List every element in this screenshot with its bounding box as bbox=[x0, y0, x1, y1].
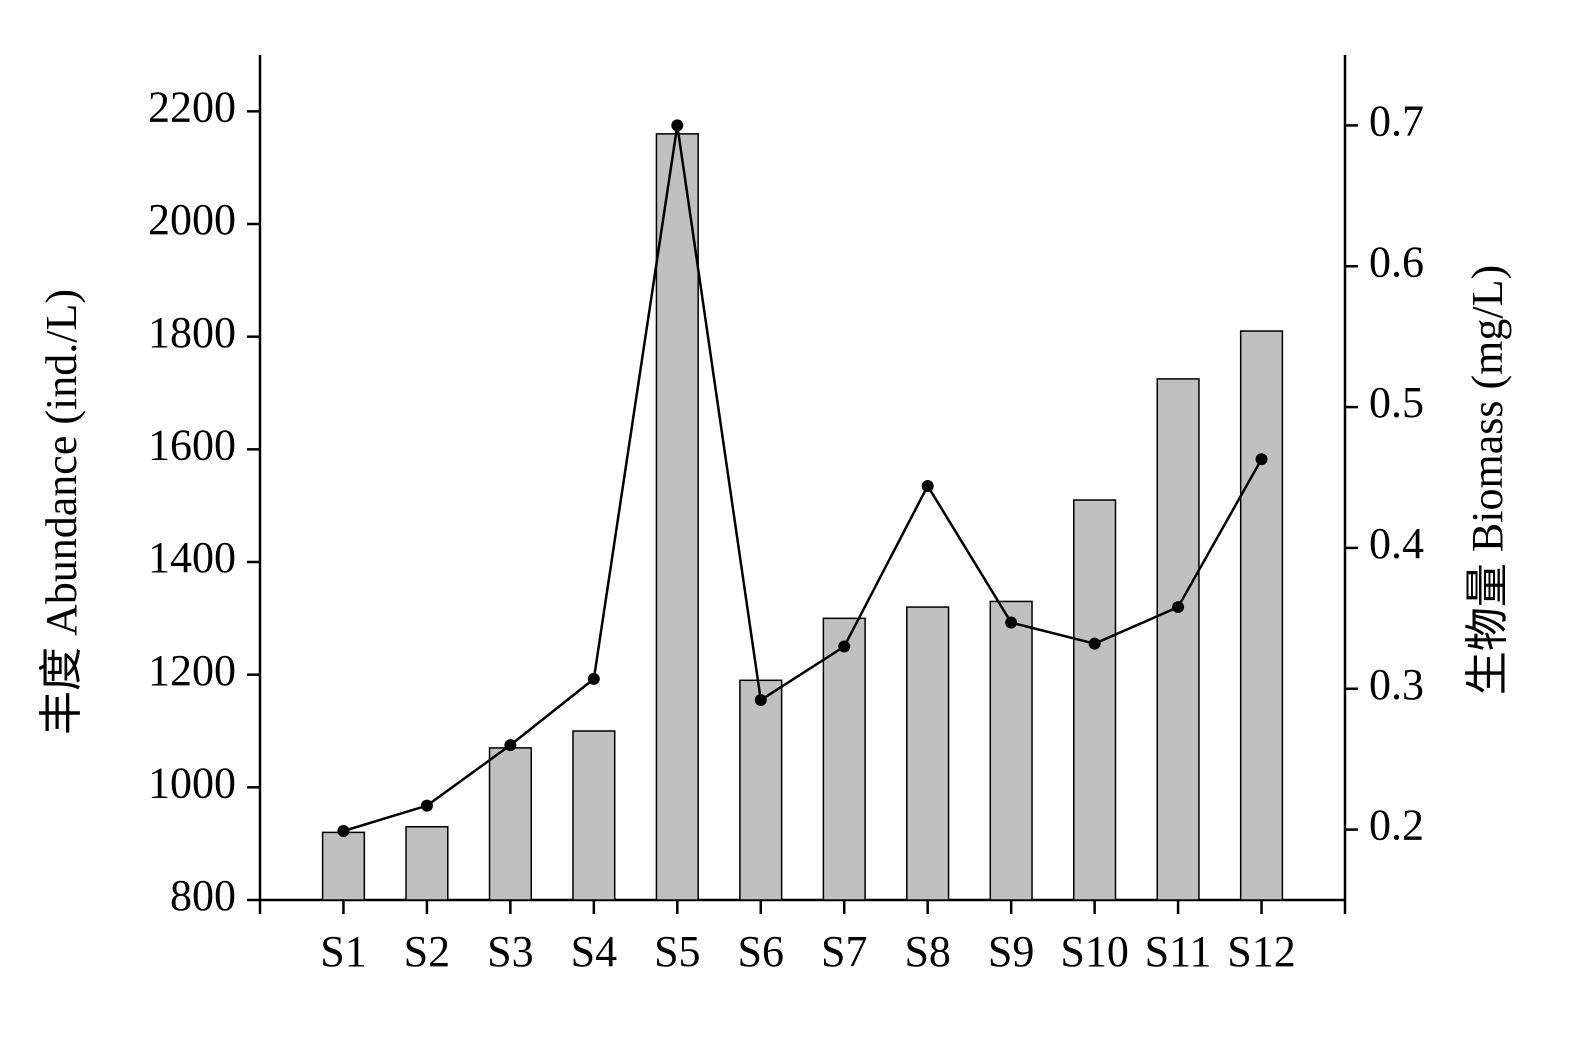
x-tick-label: S12 bbox=[1227, 927, 1295, 976]
x-tick-label: S8 bbox=[904, 927, 950, 976]
x-tick-label: S3 bbox=[487, 927, 533, 976]
y-tick-label: 1400 bbox=[148, 533, 236, 582]
bar bbox=[1156, 378, 1200, 901]
point bbox=[420, 799, 433, 812]
y2-tick-label: 0.6 bbox=[1369, 237, 1424, 286]
x-tick-label: S9 bbox=[988, 927, 1034, 976]
bar bbox=[1239, 330, 1284, 901]
x-tick-label: S11 bbox=[1145, 927, 1212, 976]
y-axis-label: 丰度 Abundance (ind./L) bbox=[37, 289, 86, 735]
point bbox=[504, 739, 517, 752]
y-tick-label: 2000 bbox=[148, 195, 236, 244]
bar bbox=[655, 133, 699, 901]
y-tick-label: 2200 bbox=[148, 82, 236, 131]
y-tick-label: 1800 bbox=[148, 308, 236, 357]
point bbox=[1172, 601, 1185, 614]
x-tick-label: S1 bbox=[320, 927, 366, 976]
bar bbox=[822, 617, 866, 901]
y2-tick-label: 0.3 bbox=[1369, 660, 1424, 709]
y-tick-label: 1600 bbox=[148, 420, 236, 469]
point bbox=[754, 694, 767, 707]
point bbox=[587, 672, 600, 685]
y-tick-label: 800 bbox=[170, 871, 236, 920]
y-tick-label: 1200 bbox=[148, 646, 236, 695]
y2-tick-label: 0.7 bbox=[1369, 97, 1424, 146]
bar bbox=[989, 600, 1033, 901]
point bbox=[1005, 616, 1018, 629]
bar bbox=[572, 730, 616, 901]
line bbox=[343, 125, 1263, 833]
y2-tick-label: 0.5 bbox=[1369, 378, 1424, 427]
x-tick-label: S6 bbox=[738, 927, 784, 976]
y2-axis-label: 生物量 Biomass (mg/L) bbox=[1463, 265, 1512, 695]
x-tick-label: S2 bbox=[404, 927, 450, 976]
bar bbox=[1073, 499, 1117, 901]
point bbox=[1088, 637, 1101, 650]
y2-tick-label: 0.2 bbox=[1369, 801, 1424, 850]
x-tick-label: S5 bbox=[654, 927, 700, 976]
bar bbox=[488, 747, 532, 901]
point bbox=[337, 824, 350, 837]
point bbox=[838, 640, 851, 653]
y-tick-label: 1000 bbox=[148, 758, 236, 807]
y2-tick-label: 0.4 bbox=[1369, 519, 1424, 568]
point bbox=[921, 479, 934, 492]
x-tick-label: S4 bbox=[571, 927, 617, 976]
bar bbox=[321, 831, 366, 901]
point bbox=[1255, 453, 1268, 466]
x-tick-label: S10 bbox=[1060, 927, 1128, 976]
point bbox=[671, 119, 684, 132]
bar bbox=[405, 826, 449, 901]
x-tick-label: S7 bbox=[821, 927, 867, 976]
bar bbox=[906, 606, 950, 901]
bar bbox=[739, 679, 783, 901]
